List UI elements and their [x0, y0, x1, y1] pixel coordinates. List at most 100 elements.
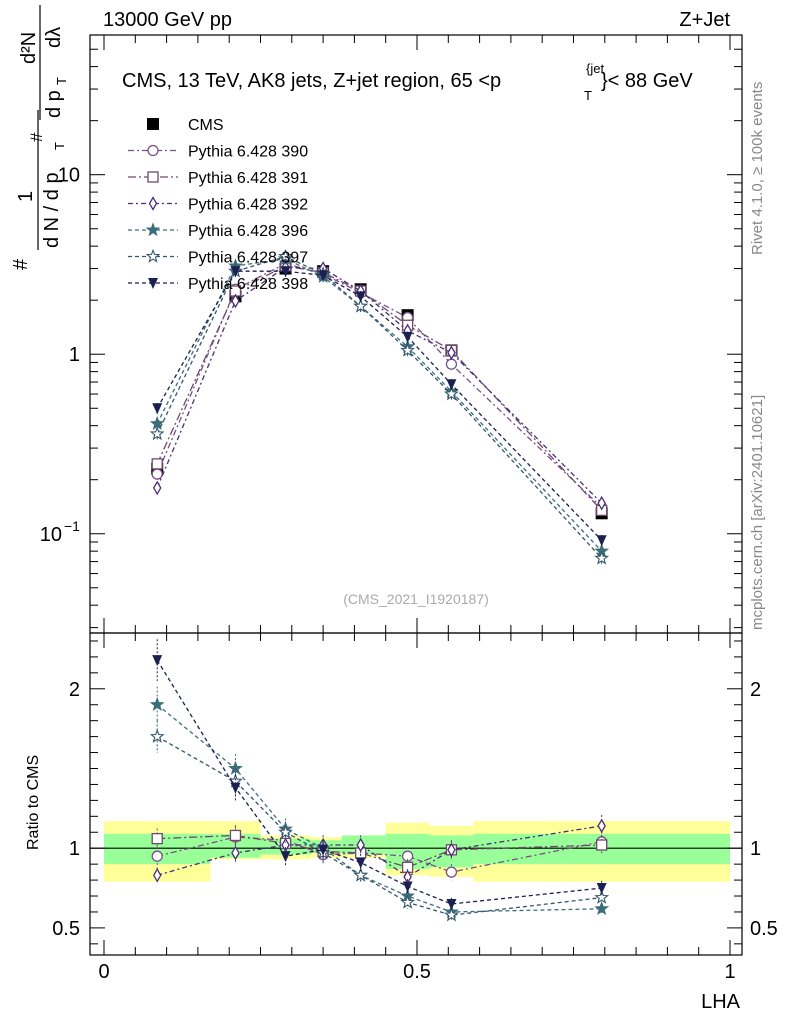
legend-label: Pythia 6.428 390 [188, 144, 308, 161]
ratio-line [156, 659, 602, 905]
ratio-point [151, 832, 163, 845]
series-line [156, 266, 603, 504]
ratio-series [149, 639, 610, 922]
ratio-axes: 0.5 0.5 1 1 2 2 0 0.5 1 [52, 633, 778, 983]
ratio-point [446, 898, 457, 910]
ratio-series-p396 [149, 686, 610, 919]
legend: CMS Pythia 6.428 390 Pythia 6.428 391 Pythi… [128, 117, 308, 293]
y-label-dpt: d p [43, 90, 65, 118]
legend-marker [147, 118, 159, 130]
legend-entry-p397: Pythia 6.428 397 [128, 248, 308, 267]
data-point [355, 291, 366, 303]
ratio-point [355, 857, 366, 869]
ratio-point [151, 850, 163, 862]
ratio-point [356, 837, 365, 853]
legend-marker [148, 196, 158, 211]
legend-entry-p390: Pythia 6.428 390 [128, 144, 308, 161]
ratio-point [149, 728, 165, 743]
series-line [156, 255, 603, 559]
ratio-point [447, 842, 456, 858]
plot-title-sup: {jet [586, 61, 604, 76]
ratio-point [231, 845, 240, 861]
ratio-point [278, 824, 293, 839]
y-label-one: 1 [15, 191, 37, 202]
data-point [353, 298, 369, 313]
ratio-series-p398 [152, 639, 607, 911]
ratio-point [594, 901, 610, 916]
data-point [151, 458, 163, 470]
series-line [156, 270, 603, 541]
legend-entry-data: CMS [147, 117, 224, 134]
legend-marker [145, 248, 161, 263]
legend-label: Pythia 6.428 396 [188, 223, 308, 240]
data-point [444, 386, 459, 401]
main-series-data [151, 262, 608, 520]
ratio-point [596, 839, 608, 851]
ratio-y-tick-label-left: 0.5 [52, 918, 80, 940]
ratio-line [157, 834, 602, 869]
ratio-point [229, 829, 242, 842]
plot-title: CMS, 13 TeV, AK8 jets, Z+jet region, 65 … [122, 61, 693, 103]
legend-label: CMS [188, 117, 224, 134]
data-point [230, 266, 241, 278]
ratio-y-tick-label-right: 0.5 [750, 918, 778, 940]
plot-title-sub: T [584, 88, 592, 103]
ratio-y-tick-label-left: 1 [69, 838, 80, 860]
data-point [594, 550, 610, 565]
data-point [152, 403, 163, 415]
y-label-dlambda: dλ [43, 27, 65, 48]
plot-title-tail: }< 88 GeV [601, 70, 693, 92]
legend-marker [147, 171, 159, 183]
ratio-series-p397 [149, 720, 610, 922]
data-point [402, 331, 413, 343]
legend-marker [148, 278, 158, 289]
data-point [445, 358, 458, 370]
ratio-point [152, 655, 163, 667]
y-tick-label: 10 [40, 524, 62, 546]
ratio-point [400, 894, 415, 909]
y-label-d2n: d²N [18, 32, 40, 64]
legend-entry-p392: Pythia 6.428 392 [128, 196, 308, 214]
main-series-p391 [151, 260, 608, 517]
legend-label: Pythia 6.428 391 [188, 170, 308, 187]
ratio-point [445, 866, 458, 878]
y-label-hash-left: # [10, 258, 32, 270]
header-left: 13000 GeV pp [103, 9, 232, 31]
data-point [231, 293, 240, 309]
ratio-y-axis-label: Ratio to CMS [25, 755, 42, 850]
ratio-line [156, 736, 602, 916]
data-point [278, 248, 293, 263]
legend-marker [147, 144, 159, 157]
ratio-plot-frame [89, 632, 743, 956]
data-point [152, 480, 162, 496]
y-tick-label: 10 [58, 165, 80, 187]
main-series-p398 [152, 265, 607, 547]
y-tick-label: 1 [69, 344, 80, 366]
series-line [156, 258, 603, 552]
data-point [280, 266, 291, 278]
legend-entry-p391: Pythia 6.428 391 [128, 170, 308, 187]
x-tick-label: 1 [724, 961, 735, 983]
x-tick-label: 0 [98, 961, 109, 983]
ratio-point [353, 867, 369, 882]
analysis-id: (CMS_2021_I1920187) [343, 591, 489, 607]
main-series-p392 [152, 259, 606, 511]
header-right: Z+Jet [679, 9, 730, 31]
y-label-dpt-sub: T [54, 77, 69, 85]
data-point [318, 270, 329, 282]
ratio-point [149, 696, 165, 711]
mcplots-label: mcplots.cern.ch [arXiv:2401.10621] [749, 395, 766, 630]
y-tick-label-exponent: −1 [64, 518, 80, 534]
data-point [151, 468, 163, 480]
ratio-point [596, 883, 607, 895]
legend-marker [145, 222, 161, 237]
plot-title-main: CMS, 13 TeV, AK8 jets, Z+jet region, 65 … [122, 70, 501, 92]
ratio-point [401, 850, 414, 862]
y-label-dn-dpt: d N / d p [41, 172, 63, 248]
data-point [400, 342, 415, 357]
ratio-y-tick-label-right: 2 [750, 679, 761, 701]
y-label-dn-dpt-sub: T [52, 142, 67, 150]
x-tick-label: 0.5 [403, 961, 431, 983]
ratio-point [402, 881, 413, 893]
